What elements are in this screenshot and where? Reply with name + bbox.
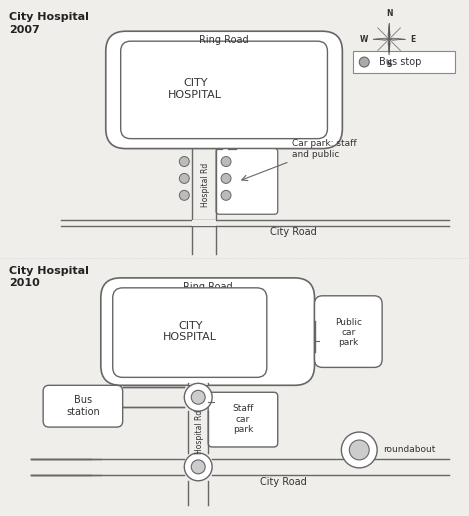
Text: CITY
HOSPITAL: CITY HOSPITAL [163, 321, 217, 343]
Bar [188, 411, 208, 453]
Circle shape [179, 173, 189, 183]
Text: Public
car
park: Public car park [335, 318, 362, 347]
Polygon shape [388, 23, 390, 39]
FancyBboxPatch shape [216, 149, 278, 214]
Circle shape [191, 460, 205, 474]
Bar [192, 149, 216, 220]
Bar [192, 220, 216, 226]
FancyBboxPatch shape [315, 296, 382, 367]
Text: City Hospital
2010: City Hospital 2010 [9, 266, 89, 288]
Circle shape [179, 156, 189, 167]
Text: Hospital Rd: Hospital Rd [201, 162, 210, 206]
Circle shape [359, 57, 369, 67]
Circle shape [184, 453, 212, 481]
Circle shape [184, 383, 212, 411]
FancyBboxPatch shape [208, 392, 278, 447]
Text: Hospital Rd: Hospital Rd [195, 410, 204, 454]
Circle shape [221, 156, 231, 167]
Text: W: W [360, 35, 368, 44]
Text: Car park: staff
and public: Car park: staff and public [292, 139, 356, 158]
FancyBboxPatch shape [43, 385, 123, 427]
FancyBboxPatch shape [101, 278, 315, 385]
Text: Ring Road: Ring Road [199, 35, 249, 45]
Text: Ring Road: Ring Road [183, 282, 233, 292]
Polygon shape [389, 38, 405, 40]
Text: N: N [386, 9, 393, 18]
Text: CITY
HOSPITAL: CITY HOSPITAL [168, 78, 222, 100]
Text: Staff
car
park: Staff car park [232, 404, 254, 434]
FancyBboxPatch shape [113, 288, 267, 377]
Circle shape [349, 440, 369, 460]
Circle shape [221, 190, 231, 200]
Text: City Road: City Road [260, 477, 307, 487]
Circle shape [221, 173, 231, 183]
Text: City Road: City Road [270, 227, 317, 237]
Circle shape [341, 432, 377, 468]
Circle shape [191, 390, 205, 404]
Polygon shape [388, 39, 390, 55]
Text: E: E [410, 35, 415, 44]
Text: Bus stop: Bus stop [379, 57, 422, 67]
Bar [188, 383, 208, 385]
Polygon shape [373, 38, 389, 40]
Text: Bus
station: Bus station [66, 395, 100, 417]
FancyBboxPatch shape [353, 51, 454, 73]
Text: roundabout: roundabout [383, 445, 436, 455]
FancyBboxPatch shape [121, 41, 327, 139]
Text: S: S [386, 60, 392, 69]
FancyBboxPatch shape [106, 31, 342, 149]
Text: City Hospital
2007: City Hospital 2007 [9, 12, 89, 35]
Circle shape [179, 190, 189, 200]
